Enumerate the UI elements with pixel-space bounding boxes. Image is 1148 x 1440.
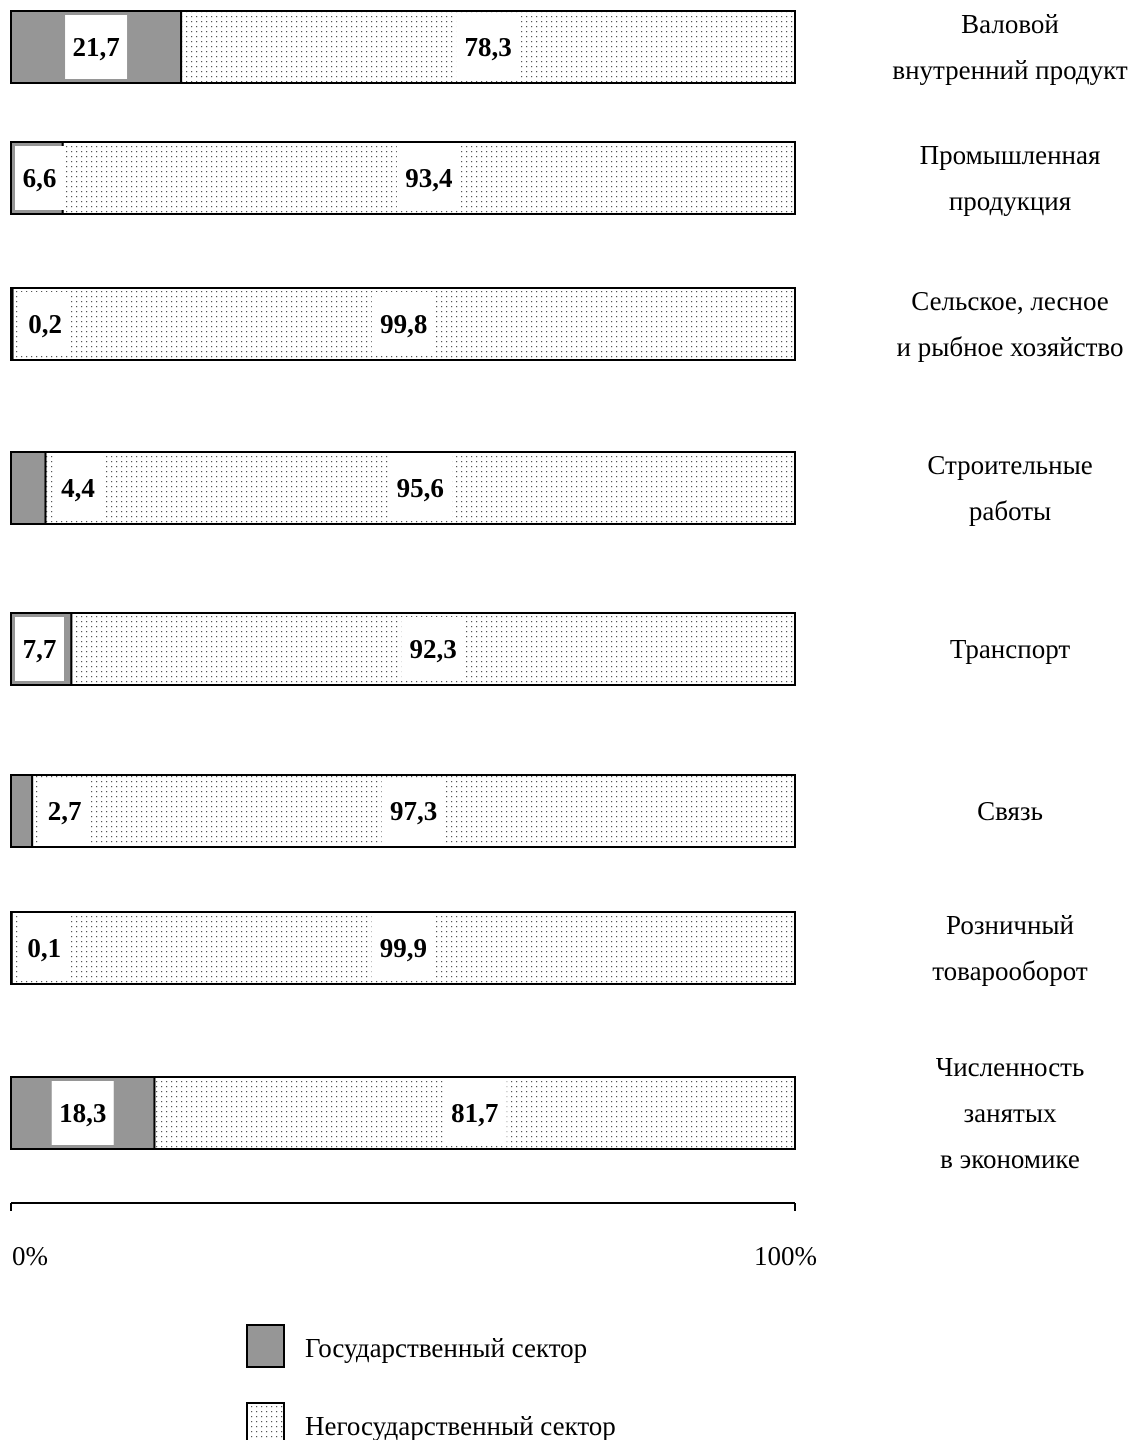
value-label-state: 7,7 bbox=[23, 634, 57, 664]
value-label-bg bbox=[20, 292, 70, 356]
value-label-state: 21,7 bbox=[72, 32, 119, 62]
value-label-bg bbox=[65, 15, 128, 79]
category-label: и рыбное хозяйство bbox=[897, 332, 1124, 362]
value-label-bg bbox=[388, 456, 453, 520]
legend-label: Государственный сектор bbox=[305, 1333, 587, 1363]
x-axis: 0% 100% bbox=[10, 1202, 817, 1271]
legend-label: Негосударственный сектор bbox=[305, 1411, 616, 1440]
value-label-bg bbox=[371, 916, 436, 980]
value-label-bg bbox=[381, 779, 446, 843]
value-label-nonstate: 81,7 bbox=[451, 1098, 498, 1128]
category-label: работы bbox=[969, 496, 1051, 526]
value-label-bg bbox=[53, 456, 103, 520]
value-label-bg bbox=[396, 146, 461, 210]
legend-swatch-nonstate bbox=[246, 1402, 285, 1440]
value-label-state: 0,1 bbox=[27, 933, 61, 963]
value-label-bg bbox=[456, 15, 521, 79]
category-label: продукция bbox=[949, 186, 1071, 216]
value-label-bg bbox=[40, 779, 90, 843]
category-label: Промышленная bbox=[920, 140, 1101, 170]
category-label: Валовой bbox=[961, 9, 1059, 39]
category-label: Численность bbox=[936, 1052, 1085, 1082]
value-label-bg bbox=[371, 292, 436, 356]
x-tick-label-max: 100% bbox=[754, 1241, 817, 1271]
value-label-state: 18,3 bbox=[59, 1098, 106, 1128]
value-label-state: 2,7 bbox=[48, 796, 82, 826]
x-tick-label-min: 0% bbox=[12, 1241, 48, 1271]
value-label-nonstate: 93,4 bbox=[405, 163, 452, 193]
value-label-bg bbox=[442, 1081, 507, 1145]
category-label: Связь bbox=[977, 796, 1043, 826]
value-label-state: 6,6 bbox=[23, 163, 57, 193]
value-label-nonstate: 95,6 bbox=[397, 473, 444, 503]
category-label: Строительные bbox=[927, 450, 1092, 480]
value-label-bg bbox=[401, 617, 466, 681]
category-label: внутренний продукт bbox=[892, 55, 1128, 85]
category-label: в экономике bbox=[940, 1144, 1080, 1174]
value-label-bg bbox=[51, 1081, 114, 1145]
category-label: Розничный bbox=[946, 910, 1074, 940]
value-label-bg bbox=[15, 146, 64, 210]
bars-layer: 21,7 78,3 6,6 93,4 0,2 99,8 4,4 95,6 7,7 92,3 2,7 9… bbox=[10, 10, 797, 1150]
value-label-nonstate: 78,3 bbox=[464, 32, 511, 62]
value-label-nonstate: 99,8 bbox=[380, 309, 427, 339]
value-label-state: 4,4 bbox=[61, 473, 95, 503]
bar-state-sector bbox=[10, 451, 47, 525]
value-label-nonstate: 92,3 bbox=[410, 634, 457, 664]
value-label-bg bbox=[15, 617, 64, 681]
category-label: Сельское, лесное bbox=[911, 286, 1109, 316]
category-label: товарооборот bbox=[932, 956, 1088, 986]
category-label: занятых bbox=[964, 1098, 1057, 1128]
value-label-bg bbox=[19, 916, 69, 980]
category-label: Транспорт bbox=[950, 634, 1070, 664]
bar-state-sector bbox=[10, 774, 34, 848]
value-label-state: 0,2 bbox=[28, 309, 62, 339]
value-label-nonstate: 97,3 bbox=[390, 796, 437, 826]
legend: Государственный сектор Негосударственный … bbox=[246, 1324, 616, 1440]
category-labels-layer: Валовой внутренний продукт Промышленная про… bbox=[892, 9, 1128, 1174]
legend-swatch-state bbox=[246, 1324, 285, 1368]
value-label-nonstate: 99,9 bbox=[380, 933, 427, 963]
